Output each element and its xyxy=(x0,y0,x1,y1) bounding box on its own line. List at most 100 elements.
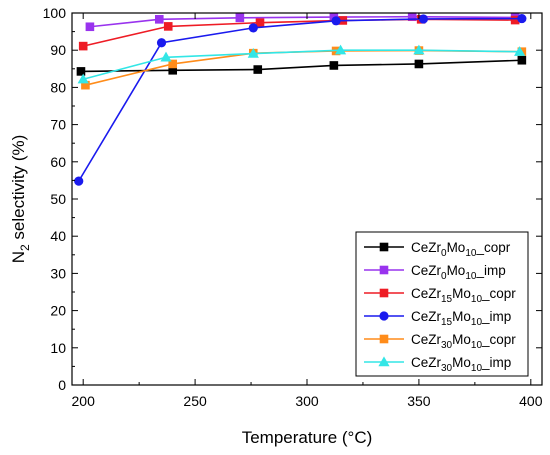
data-point-1-1 xyxy=(154,15,164,24)
legend-name-zr-subscript: 0 xyxy=(441,271,447,282)
data-point-5-1 xyxy=(160,51,172,62)
data-point-4-0 xyxy=(81,80,90,90)
x-tick-label-350: 350 xyxy=(407,393,431,409)
y-tick-label-70: 70 xyxy=(50,117,66,133)
legend-name-zr-subscript: 30 xyxy=(441,340,453,351)
data-point-0-1 xyxy=(168,65,178,75)
series-line-5 xyxy=(82,49,520,80)
legend-name-mo: Mo xyxy=(452,332,471,347)
legend-entry-1: CeZr0Mo10_imp xyxy=(364,263,506,282)
data-point-3-5 xyxy=(517,13,527,24)
legend-name-mo-subscript: 10 xyxy=(471,363,483,374)
data-point-5-4 xyxy=(413,44,425,55)
legend-name-suffix: _copr xyxy=(481,332,516,347)
legend-name-prefix: CeZr xyxy=(411,286,442,301)
data-point-0-3 xyxy=(329,61,339,70)
data-point-3-4 xyxy=(418,14,428,24)
legend-name-mo: Mo xyxy=(452,355,471,370)
legend-marker-2 xyxy=(379,288,389,298)
legend-marker-0 xyxy=(379,242,389,252)
legend-label-0: CeZr0Mo10_copr xyxy=(411,240,511,259)
legend-label-5: CeZr30Mo10_imp xyxy=(411,355,511,374)
legend-name-zr-subscript: 15 xyxy=(441,294,453,305)
data-point-5-2 xyxy=(247,47,259,58)
legend-label-1: CeZr0Mo10_imp xyxy=(411,263,506,282)
series-line-3 xyxy=(78,17,522,182)
series-line-1 xyxy=(89,15,516,28)
y-tick-label-0: 0 xyxy=(58,377,66,393)
data-point-5-3 xyxy=(334,44,347,55)
data-point-4-1 xyxy=(168,59,178,69)
y-tick-label-90: 90 xyxy=(50,42,66,58)
data-point-0-4 xyxy=(414,59,424,69)
data-point-1-0 xyxy=(85,22,95,32)
legend-marker-4 xyxy=(379,334,389,344)
legend-name-mo: Mo xyxy=(447,240,466,255)
legend-name-mo-subscript: 10 xyxy=(471,317,483,328)
legend-name-prefix: CeZr xyxy=(411,355,442,370)
x-tick-label-200: 200 xyxy=(72,393,96,409)
data-point-3-1 xyxy=(156,38,167,48)
legend-entry-5: CeZr30Mo10_imp xyxy=(364,355,511,374)
data-point-1-4 xyxy=(407,12,417,22)
legend-label-2: CeZr15Mo10_copr xyxy=(411,286,516,305)
series-line-0 xyxy=(80,59,522,73)
y-tick-label-60: 60 xyxy=(50,154,66,170)
legend-name-prefix: CeZr xyxy=(411,263,442,278)
series-5 xyxy=(77,44,526,84)
legend-name-suffix: _copr xyxy=(481,286,516,301)
legend-entry-2: CeZr15Mo10_copr xyxy=(364,286,516,305)
legend-name-suffix: _imp xyxy=(481,355,511,370)
legend-name-zr-subscript: 30 xyxy=(441,363,453,374)
x-tick-label-300: 300 xyxy=(295,393,319,409)
data-point-1-2 xyxy=(235,13,245,23)
y-tick-label-30: 30 xyxy=(50,265,66,281)
series-0 xyxy=(76,55,527,76)
legend-name-mo-subscript: 10 xyxy=(465,248,477,259)
legend-entry-3: CeZr15Mo10_imp xyxy=(364,309,511,328)
data-point-2-5 xyxy=(510,15,520,25)
legend-entry-0: CeZr0Mo10_copr xyxy=(364,240,511,259)
y-tick-label-100: 100 xyxy=(43,5,67,21)
y-title-rest: selectivity (%) xyxy=(9,135,28,245)
y-tick-label-10: 10 xyxy=(50,340,66,356)
y-title-main: N xyxy=(9,251,28,263)
legend-marker-5 xyxy=(378,356,390,367)
legend-name-mo-subscript: 10 xyxy=(465,271,477,282)
data-point-2-1 xyxy=(163,22,173,31)
y-tick-label-80: 80 xyxy=(50,79,66,95)
legend-name-mo: Mo xyxy=(447,263,466,278)
y-tick-label-40: 40 xyxy=(50,228,66,244)
data-point-5-5 xyxy=(514,46,526,56)
y-axis-title: N2 selectivity (%) xyxy=(9,135,32,264)
x-tick-label-250: 250 xyxy=(183,393,207,409)
legend-name-zr-subscript: 0 xyxy=(441,248,447,259)
y-tick-label-20: 20 xyxy=(50,303,66,319)
legend-name-suffix: _imp xyxy=(481,309,511,324)
legend-name-prefix: CeZr xyxy=(411,332,442,347)
x-axis-title: Temperature (°C) xyxy=(242,428,373,447)
legend-name-suffix: _imp xyxy=(475,263,505,278)
data-point-5-0 xyxy=(77,73,89,84)
legend-name-prefix: CeZr xyxy=(411,240,442,255)
legend-marker-1 xyxy=(379,265,389,275)
legend: CeZr0Mo10_coprCeZr0Mo10_impCeZr15Mo10_co… xyxy=(355,231,529,377)
legend-name-prefix: CeZr xyxy=(411,309,442,324)
legend-name-mo-subscript: 10 xyxy=(471,294,483,305)
data-point-0-0 xyxy=(76,67,86,76)
data-point-3-2 xyxy=(248,23,258,33)
data-point-3-0 xyxy=(74,176,84,186)
data-point-2-0 xyxy=(78,41,88,51)
y-title-subscript: 2 xyxy=(18,244,32,251)
data-point-3-3 xyxy=(331,16,341,26)
legend-marker-3 xyxy=(379,311,389,321)
data-point-0-2 xyxy=(253,65,263,74)
legend-entry-4: CeZr30Mo10_copr xyxy=(364,332,516,351)
data-point-0-5 xyxy=(517,55,527,65)
x-tick-label-400: 400 xyxy=(519,393,543,409)
legend-name-mo: Mo xyxy=(452,286,471,301)
legend-box xyxy=(355,231,529,377)
series-layer xyxy=(74,12,527,186)
